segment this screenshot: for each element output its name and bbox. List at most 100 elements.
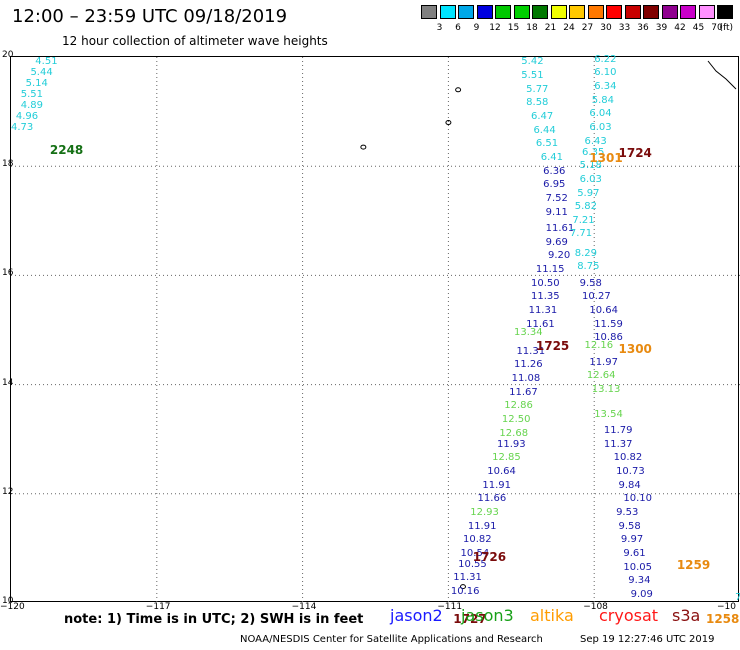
- satellite-legend-s3a: s3a: [672, 606, 701, 625]
- wave-height-label: 7.21: [572, 214, 595, 226]
- color-scale-tick-label: 30: [600, 23, 612, 33]
- wave-height-label: 12.16: [584, 340, 614, 352]
- satellite-legend-jason2: jason2: [390, 606, 443, 625]
- color-scale-tick-label: 15: [507, 23, 520, 33]
- wave-height-label: 10.05: [623, 561, 652, 573]
- color-scale-tick-label: 42: [674, 23, 686, 33]
- wave-height-label: 10.50: [531, 277, 560, 289]
- color-swatch: [458, 5, 474, 19]
- wave-height-label: 5.18: [579, 160, 602, 172]
- color-scale-tick-label: 21: [544, 23, 557, 33]
- wave-height-label: 6.35: [582, 146, 605, 158]
- wave-height-label: 12.86: [504, 400, 533, 412]
- island-outline: [445, 120, 452, 126]
- color-swatch: [513, 5, 530, 19]
- wave-height-label: 11.26: [514, 359, 543, 371]
- wave-height-label: 12.50: [501, 414, 531, 426]
- latitude-tick-label: 16: [2, 268, 14, 279]
- color-scale-tick-label: 33: [618, 23, 631, 33]
- wave-height-label: 9.34: [628, 575, 651, 587]
- generated-timestamp: Sep 19 12:27:46 UTC 2019: [580, 634, 715, 645]
- wave-height-label: 11.35: [531, 291, 560, 303]
- wave-height-label: 13.13: [591, 384, 621, 396]
- satellite-legend-cryosat: cryosat: [599, 606, 659, 625]
- satellite-legend-altika: altika: [530, 606, 574, 625]
- longitude-tick-label: −120: [0, 602, 25, 612]
- wave-height-label: 6.41: [540, 152, 563, 163]
- island-outline: [459, 584, 466, 590]
- wave-height-map[interactable]: 4.51 5.44 5.14 5.51 4.89 4.96 4.73 5.42 5.51 5.77…: [10, 53, 740, 626]
- wave-height-label: 12.93: [470, 506, 499, 518]
- color-swatch: [624, 5, 641, 19]
- wave-height-label: 11.61: [545, 222, 575, 234]
- wave-height-label: 6.03: [589, 121, 612, 133]
- latitude-tick-label: 14: [2, 377, 14, 388]
- wave-height-label: 10.55: [458, 558, 487, 570]
- wave-height-label: 5.84: [591, 94, 615, 106]
- longitude-tick-label: −117: [145, 602, 171, 612]
- wave-height-label: 9.09: [630, 588, 653, 600]
- color-swatch: [439, 5, 456, 19]
- color-swatch: [476, 5, 493, 19]
- wave-height-label: 9.61: [623, 547, 646, 559]
- wave-height-label: 11.66: [477, 493, 507, 505]
- wave-height-label: 7.: [735, 591, 740, 603]
- wave-height-label: 10.86: [594, 332, 623, 344]
- latitude-tick-label: 20: [2, 50, 14, 60]
- wave-height-label: 8.29: [574, 247, 598, 259]
- wave-height-label: 9.69: [545, 236, 568, 248]
- wave-height-label: 12.68: [499, 427, 529, 439]
- pass-time-label: 1259: [676, 557, 711, 572]
- wave-height-label: 5.82: [574, 201, 598, 213]
- wave-height-label: 5.42: [521, 56, 544, 68]
- coastline: [707, 60, 737, 90]
- wave-height-label: 6.22: [594, 53, 617, 65]
- wave-height-label: 10.82: [462, 534, 492, 546]
- wave-height-label: 11.15: [535, 263, 565, 275]
- wave-height-label: 10.27: [582, 291, 611, 303]
- wave-height-label: 9.20: [548, 250, 571, 262]
- wave-height-label: 11.31: [453, 572, 482, 584]
- wave-height-label: 11.93: [497, 438, 526, 450]
- color-scale-tick-label: 6: [455, 23, 461, 33]
- wave-height-label: 12.85: [492, 452, 521, 464]
- pass-time-label: 1725: [535, 339, 570, 354]
- wave-height-label: 4.89: [20, 100, 43, 112]
- wave-height-label: 10.64: [589, 304, 618, 316]
- wave-height-label: 6.36: [543, 165, 566, 177]
- wave-height-label: 11.08: [511, 373, 541, 385]
- wave-height-label: 5.44: [30, 67, 53, 79]
- wave-height-label: 11.91: [482, 479, 512, 491]
- pass-time-label: 1300: [618, 342, 652, 357]
- wave-height-label: 11.37: [603, 438, 633, 450]
- island-outline: [455, 87, 462, 93]
- island-outline: [360, 144, 367, 150]
- wave-height-label: 11.97: [589, 356, 618, 368]
- color-swatch: [569, 5, 585, 19]
- wave-height-label: 12.64: [586, 370, 616, 382]
- color-scale-tick-label: 36: [637, 23, 649, 33]
- footer-note: note: 1) Time is in UTC; 2) SWH is in fe…: [64, 612, 364, 627]
- color-swatch: [680, 5, 696, 19]
- wave-height-label: 13.34: [514, 326, 543, 338]
- color-swatch: [495, 5, 511, 19]
- wave-height-label: 6.47: [531, 111, 554, 123]
- wave-height-label: 11.31: [528, 304, 558, 316]
- longitude-tick-label: −108: [583, 602, 608, 612]
- wave-height-label: 10.10: [623, 493, 652, 505]
- wave-height-label: 6.43: [584, 135, 607, 147]
- wave-height-label: 6.03: [579, 173, 602, 185]
- color-scale-tick-label: 70: [711, 23, 723, 33]
- longitude-tick-label: −111: [437, 602, 463, 612]
- longitude-tick-label: −114: [291, 602, 317, 612]
- color-swatch: [532, 5, 548, 19]
- color-swatch: [661, 5, 678, 19]
- latitude-tick-label: 18: [2, 159, 14, 170]
- color-scale-tick-label: 27: [581, 23, 594, 33]
- wave-height-label: 5.97: [577, 187, 600, 199]
- pass-time-label: 1258: [705, 612, 740, 627]
- wave-height-label: 6.10: [594, 67, 617, 79]
- color-swatch: [587, 5, 604, 19]
- color-scale-unit: (ft): [719, 23, 734, 33]
- wave-height-label: 11.67: [509, 386, 538, 398]
